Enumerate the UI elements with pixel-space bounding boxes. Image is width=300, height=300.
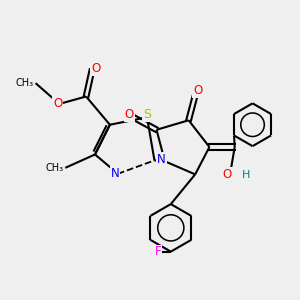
Text: CH₃: CH₃: [15, 78, 33, 88]
Text: N: N: [111, 167, 119, 180]
Text: N: N: [157, 153, 166, 166]
Text: CH₃: CH₃: [46, 163, 64, 173]
Text: O: O: [124, 108, 134, 121]
Text: F: F: [155, 245, 162, 258]
Text: O: O: [223, 168, 232, 181]
Text: S: S: [143, 108, 151, 122]
Text: O: O: [53, 97, 62, 110]
Text: O: O: [193, 84, 202, 97]
Text: H: H: [242, 170, 250, 180]
Text: O: O: [91, 62, 100, 75]
